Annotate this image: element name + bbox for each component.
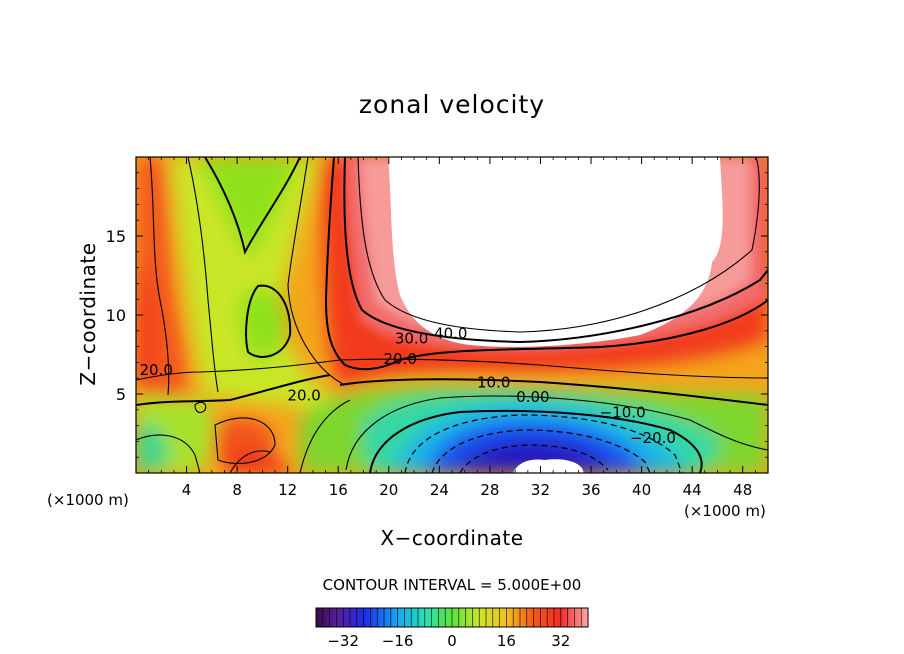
x-tick-label: 32 xyxy=(531,481,550,499)
contour-label: −10.0 xyxy=(600,404,646,422)
x-tick-label: 40 xyxy=(632,481,651,499)
x-axis-unit-label-right: (×1000 m) xyxy=(684,502,766,520)
colorbar-tick-label: 16 xyxy=(497,632,516,650)
contour-label: 0.00 xyxy=(516,388,549,406)
contour-interval-note: CONTOUR INTERVAL = 5.000E+00 xyxy=(322,576,582,594)
x-tick-label: 8 xyxy=(232,481,242,499)
x-tick-label: 48 xyxy=(733,481,752,499)
x-axis-title: X−coordinate xyxy=(380,526,524,550)
contour-lines xyxy=(136,157,768,473)
colorbar-tick-label: 32 xyxy=(551,632,570,650)
contour-label: 10.0 xyxy=(477,374,510,392)
contour-label: 40.0 xyxy=(434,325,467,343)
y-tick-label: 15 xyxy=(106,227,126,246)
contour-labels: 40.0 30.0 20.0 20.0 20.0 10.0 0.00 −10.0 −20.0 xyxy=(140,325,676,447)
x-tick-label: 24 xyxy=(430,481,449,499)
colorbar-frame xyxy=(315,607,589,628)
colorbar-tick-label: −32 xyxy=(327,632,359,650)
y-tick-label: 5 xyxy=(116,385,126,404)
colorbar-tick-label: 0 xyxy=(447,632,457,650)
x-tick-label: 12 xyxy=(278,481,297,499)
out-of-range-region xyxy=(513,459,584,473)
contour-label: 30.0 xyxy=(395,329,428,347)
contour-label: −20.0 xyxy=(630,429,676,447)
x-tick-label: 20 xyxy=(379,481,398,499)
x-axis-unit-label: (×1000 m) xyxy=(47,491,129,509)
contour-label: 20.0 xyxy=(287,386,320,404)
x-tick-label: 16 xyxy=(329,481,348,499)
x-tick-label: 36 xyxy=(581,481,600,499)
contour-label: 20.0 xyxy=(383,350,416,368)
x-tick-label: 4 xyxy=(182,481,192,499)
velocity-field xyxy=(136,157,768,473)
x-tick-label: 44 xyxy=(683,481,702,499)
chart-title: zonal velocity xyxy=(358,90,546,119)
y-tick-label: 10 xyxy=(106,306,126,325)
colorbar-tick-label: −16 xyxy=(382,632,414,650)
negative-contours xyxy=(404,414,683,473)
out-of-range-region xyxy=(388,157,723,347)
x-tick-label: 28 xyxy=(480,481,499,499)
contour-label: 20.0 xyxy=(140,361,173,379)
